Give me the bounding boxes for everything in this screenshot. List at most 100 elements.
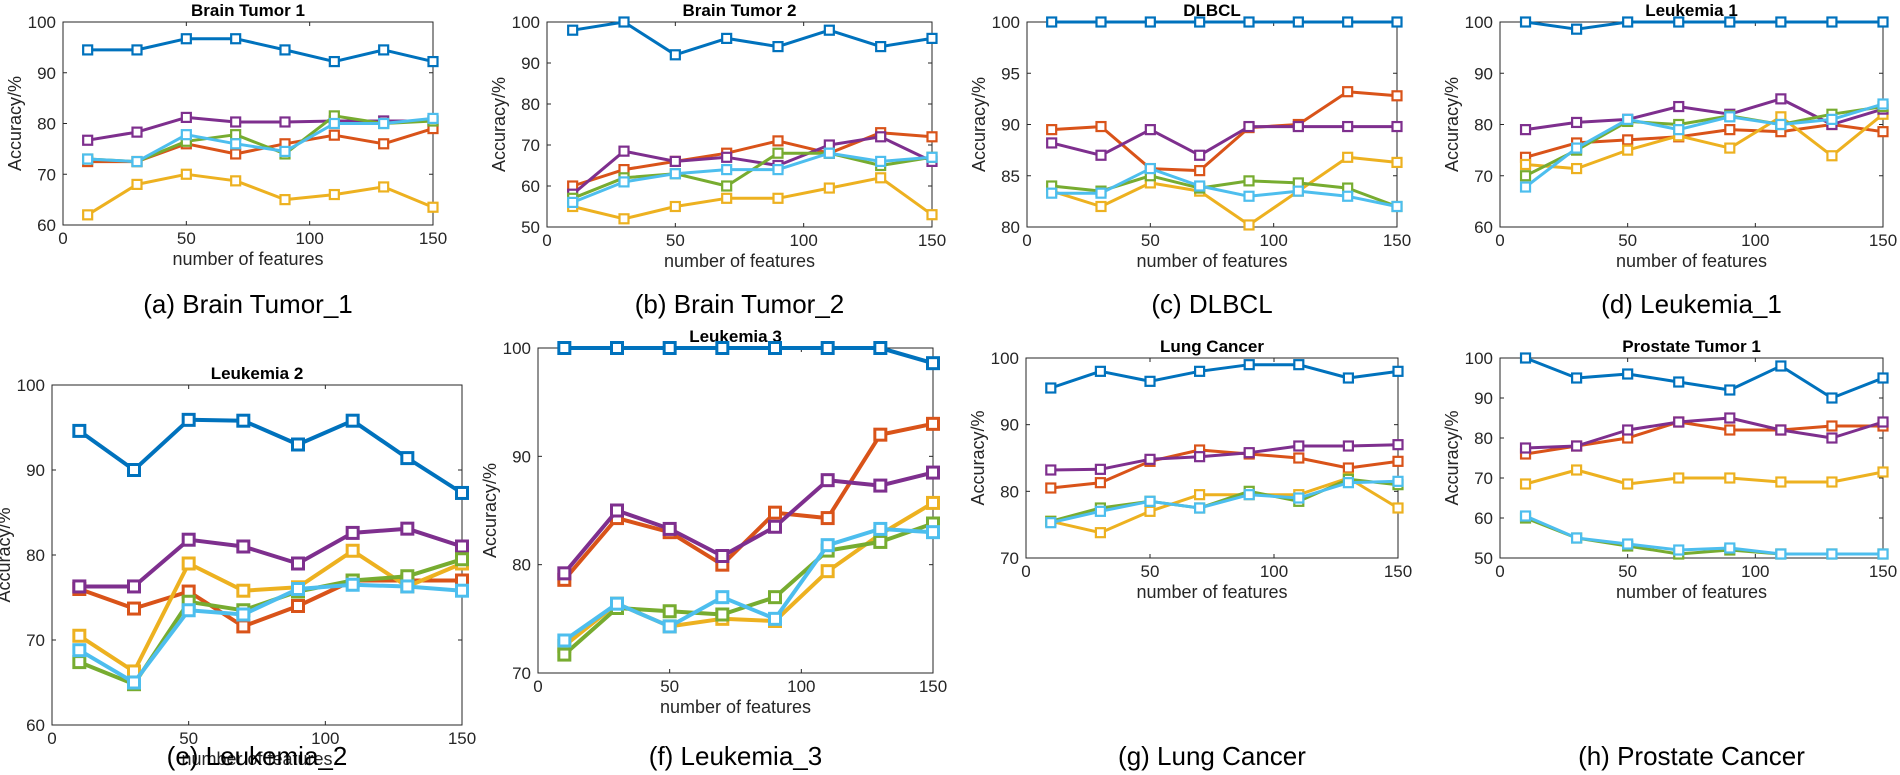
data-point-marker (715, 341, 730, 355)
x-tick-label: 0 (1495, 562, 1504, 581)
x-axis-label: number of features (1136, 251, 1287, 271)
series-line (1050, 448, 1399, 490)
data-point-marker (291, 599, 305, 613)
data-point-marker (427, 55, 439, 68)
data-point-marker (768, 611, 782, 626)
data-point-marker (131, 44, 143, 56)
data-point-marker (1622, 538, 1634, 550)
series-line (1050, 363, 1399, 390)
x-axis-label: number of features (660, 697, 811, 717)
data-point-marker (1243, 219, 1255, 231)
data-point-marker (127, 463, 141, 477)
data-point-marker (618, 145, 630, 157)
data-point-marker (1570, 532, 1583, 544)
data-point-marker (715, 590, 730, 605)
x-axis-label: number of features (181, 749, 332, 769)
data-point-marker (72, 655, 87, 670)
data-point-marker (557, 647, 572, 662)
panel-caption: (c) DLBCL (1151, 289, 1272, 319)
data-point-marker (230, 33, 242, 45)
series-line (1525, 416, 1884, 450)
data-point-marker (1724, 16, 1736, 28)
data-point-marker (230, 129, 242, 141)
data-series (1519, 16, 1889, 35)
series-line (1524, 514, 1883, 556)
data-point-marker (236, 413, 251, 428)
data-point-marker (1144, 453, 1156, 465)
data-point-marker (1045, 464, 1057, 476)
y-tick-label: 100 (503, 339, 531, 358)
data-point-marker (82, 44, 94, 56)
data-point-marker (1392, 439, 1404, 451)
data-point-marker (721, 32, 733, 45)
data-point-marker (768, 341, 782, 355)
data-point-marker (1877, 98, 1889, 110)
y-tick-label: 50 (521, 218, 540, 237)
data-point-marker (610, 341, 624, 355)
x-axis-label: number of features (664, 251, 815, 271)
y-axis-label: Accuracy/% (968, 410, 988, 505)
data-series (567, 147, 938, 208)
data-point-marker (662, 619, 677, 634)
x-tick-label: 0 (47, 729, 56, 748)
y-tick-label: 100 (992, 13, 1020, 32)
data-point-marker (662, 604, 677, 619)
data-series (82, 112, 439, 168)
data-point-marker (926, 131, 938, 143)
data-point-marker (455, 485, 469, 500)
y-tick-label: 70 (1474, 469, 1493, 488)
series-line (78, 417, 464, 495)
data-series (557, 416, 940, 587)
data-point-marker (181, 412, 196, 427)
data-point-marker (772, 192, 784, 204)
y-tick-label: 90 (26, 461, 45, 480)
data-point-marker (291, 582, 305, 596)
data-point-marker (1622, 113, 1634, 125)
data-point-marker (721, 192, 733, 204)
data-point-marker (127, 601, 141, 616)
data-point-marker (873, 478, 888, 493)
data-point-marker (873, 534, 888, 549)
data-point-marker (230, 175, 242, 187)
data-point-marker (1342, 190, 1354, 202)
y-tick-label: 80 (1474, 429, 1493, 448)
data-point-marker (1342, 372, 1355, 384)
data-point-marker (1826, 113, 1838, 125)
data-point-marker (427, 112, 439, 125)
x-axis-label: number of features (1136, 582, 1287, 602)
x-tick-label: 100 (787, 677, 815, 696)
data-point-marker (1724, 142, 1736, 154)
panel-caption: (e) Leukemia_2 (167, 741, 348, 771)
data-point-marker (1570, 116, 1583, 129)
data-series (1519, 352, 1889, 404)
data-series (1519, 412, 1889, 454)
data-point-marker (1392, 475, 1404, 487)
data-point-marker (1673, 544, 1685, 556)
data-point-marker (557, 633, 572, 648)
y-tick-label: 80 (521, 95, 540, 114)
panel-caption: (f) Leukemia_3 (649, 741, 822, 771)
data-point-marker (1392, 455, 1404, 467)
data-point-marker (279, 44, 291, 56)
data-point-marker (1293, 359, 1305, 371)
data-point-marker (1775, 93, 1787, 105)
y-tick-label: 80 (512, 556, 531, 575)
data-point-marker (669, 155, 681, 167)
series-line (87, 116, 434, 164)
data-series (1045, 359, 1404, 394)
series-line (1525, 113, 1884, 171)
data-point-marker (567, 24, 579, 36)
data-point-marker (72, 579, 87, 594)
x-axis-label: number of features (1616, 251, 1767, 271)
y-tick-label: 70 (1474, 167, 1493, 186)
series-line (572, 176, 933, 221)
series-line (1050, 443, 1399, 472)
data-point-marker (1519, 352, 1532, 364)
data-point-marker (181, 532, 196, 547)
data-point-marker (82, 134, 94, 146)
data-point-marker (820, 538, 835, 553)
data-point-marker (1095, 200, 1107, 213)
y-tick-label: 90 (37, 64, 56, 83)
data-point-marker (1724, 412, 1736, 424)
